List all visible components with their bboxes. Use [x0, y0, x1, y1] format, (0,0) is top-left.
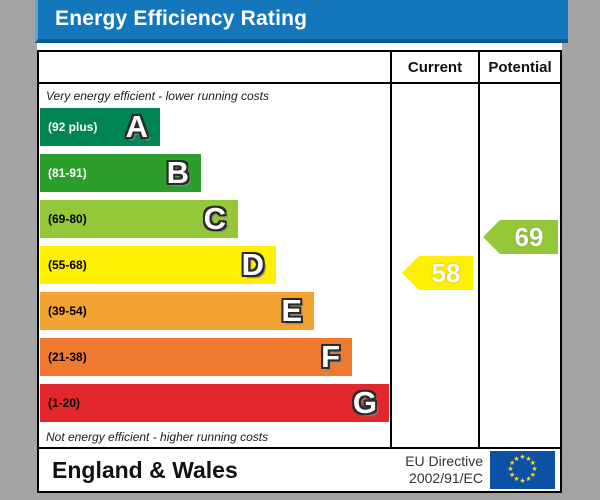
band-row-c: (69-80) C	[40, 200, 390, 238]
star-icon: ★	[529, 472, 537, 479]
band-range-label: (55-68)	[48, 258, 87, 272]
band-range-label: (92 plus)	[48, 120, 98, 134]
band-bar: (81-91) B	[40, 154, 201, 192]
band-bar: (69-80) C	[40, 200, 238, 238]
band-row-b: (81-91) B	[40, 154, 390, 192]
current-column	[390, 84, 478, 447]
band-bar: (39-54) E	[40, 292, 314, 330]
region-label: England & Wales	[52, 456, 238, 483]
band-row-a: (92 plus) A	[40, 108, 390, 146]
rating-table: Current Potential Very energy efficient …	[37, 50, 562, 493]
eu-directive-line2: 2002/91/EC	[409, 470, 483, 486]
star-icon: ★	[525, 476, 532, 484]
star-icon: ★	[508, 472, 516, 479]
header-spacer	[39, 52, 390, 82]
title-table-gap	[37, 43, 562, 50]
band-letter: E	[281, 293, 302, 328]
header-row: Current Potential	[39, 52, 560, 84]
band-letter: G	[352, 385, 377, 420]
star-icon: ★	[525, 455, 532, 463]
arrow-left-tip-icon	[483, 220, 500, 254]
band-range-label: (39-54)	[48, 304, 87, 318]
band-bar: (55-68) D	[40, 246, 276, 284]
band-bar: (21-38) F	[40, 338, 352, 376]
current-rating-arrow: 58	[402, 256, 473, 290]
footer: England & Wales EU Directive 2002/91/EC …	[39, 447, 560, 491]
band-range-label: (1-20)	[48, 396, 81, 410]
star-icon: ★	[513, 455, 520, 463]
band-row-f: (21-38) F	[40, 338, 390, 376]
column-header-potential: Potential	[478, 52, 560, 82]
band-row-e: (39-54) E	[40, 292, 390, 330]
star-icon: ★	[519, 478, 526, 485]
potential-rating-value: 69	[500, 220, 558, 254]
band-range-label: (69-80)	[48, 212, 87, 226]
band-row-d: (55-68) D	[40, 246, 390, 284]
band-letter: D	[241, 247, 264, 282]
star-icon: ★	[529, 460, 537, 467]
column-header-current: Current	[390, 52, 478, 82]
rating-body: Very energy efficient - lower running co…	[39, 84, 560, 447]
top-note: Very energy efficient - lower running co…	[46, 89, 269, 103]
potential-column	[478, 84, 560, 447]
eu-directive-label: EU Directive 2002/91/EC	[405, 453, 483, 487]
star-icon: ★	[531, 466, 538, 473]
band-range-label: (81-91)	[48, 166, 87, 180]
star-icon: ★	[507, 466, 514, 473]
band-letter: B	[166, 155, 189, 190]
bands-column: Very energy efficient - lower running co…	[39, 84, 390, 447]
band-letter: A	[125, 109, 148, 144]
bottom-note: Not energy efficient - higher running co…	[46, 430, 269, 444]
title-bar: Energy Efficiency Rating	[35, 0, 568, 43]
star-icon: ★	[513, 476, 520, 484]
potential-rating-arrow: 69	[483, 220, 558, 254]
band-letter: F	[321, 339, 340, 374]
star-icon: ★	[519, 454, 526, 461]
band-row-g: (1-20) G	[40, 384, 390, 422]
band-range-label: (21-38)	[48, 350, 87, 364]
current-rating-value: 58	[419, 256, 473, 290]
band-list: (92 plus) A (81-91) B (69-80) C (55-68) D (39-54…	[40, 108, 390, 422]
eu-flag-icon: ★ ★ ★ ★ ★ ★ ★ ★ ★ ★ ★ ★	[490, 451, 555, 489]
band-bar: (92 plus) A	[40, 108, 160, 146]
arrow-left-tip-icon	[402, 256, 419, 290]
band-bar: (1-20) G	[40, 384, 389, 422]
star-icon: ★	[508, 460, 516, 467]
band-letter: C	[203, 201, 226, 236]
eu-directive-line1: EU Directive	[405, 453, 483, 469]
page-title: Energy Efficiency Rating	[55, 7, 308, 30]
